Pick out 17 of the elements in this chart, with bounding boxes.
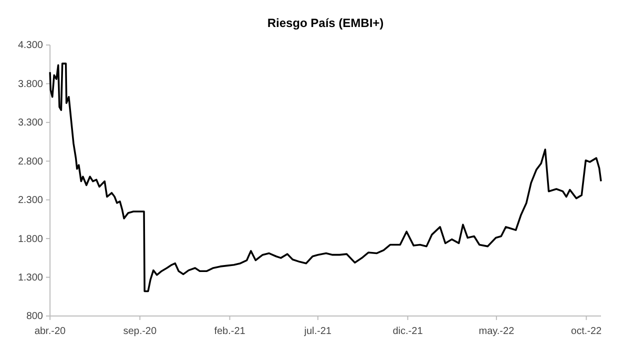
x-tick-label: dic.-21 [392, 326, 424, 337]
y-tick-label: 2.800 [18, 156, 44, 168]
y-tick-label: 800 [26, 311, 44, 322]
x-tick-label: abr.-20 [34, 326, 66, 337]
x-tick-label: may.-22 [478, 326, 515, 337]
y-tick-label: 4.300 [18, 40, 44, 52]
x-tick-label: jul.-21 [303, 326, 332, 337]
chart-title: Riesgo País (EMBI+) [267, 16, 384, 30]
y-tick-label: 1.800 [18, 234, 44, 245]
y-tick-label: 3.800 [18, 78, 44, 90]
x-tick-label: oct.-22 [571, 326, 602, 337]
y-tick-label: 3.300 [18, 118, 44, 129]
x-tick-label: sep.-20 [123, 326, 157, 337]
line-series [49, 62, 602, 292]
x-tick-label: feb.-21 [214, 326, 246, 337]
y-tick-label: 1.300 [18, 272, 44, 284]
y-tick-label: 2.300 [18, 195, 44, 206]
